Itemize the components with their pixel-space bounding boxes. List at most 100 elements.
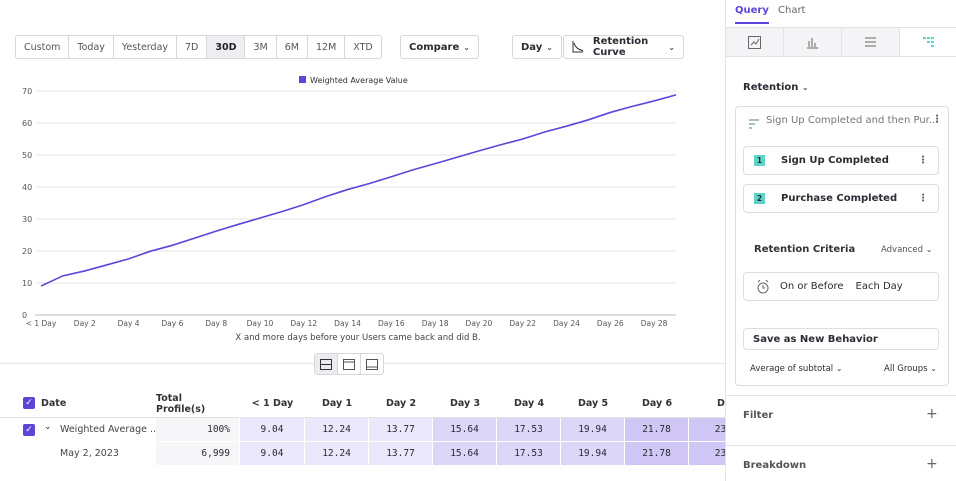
groups-select[interactable]: All Groups ⌄ xyxy=(884,364,937,374)
range-button[interactable]: Custom xyxy=(24,41,61,53)
panel-divider xyxy=(726,445,956,446)
groups-label: All Groups xyxy=(884,364,928,374)
y-tick-label: 0 xyxy=(22,311,27,320)
criteria-card[interactable]: On or Before Each Day xyxy=(743,272,939,301)
type-flow[interactable] xyxy=(842,28,900,56)
value-cell: 9.04 xyxy=(240,442,304,465)
aggregate-select[interactable]: Average of subtotal ⌄ xyxy=(750,364,843,374)
x-tick-label: Day 12 xyxy=(290,319,317,328)
range-button[interactable]: 12M xyxy=(306,36,344,58)
results-table: ✓ Date Total Profile(s) < 1 Day Day 1 Day 2 Da… xyxy=(0,390,725,481)
y-tick-label: 20 xyxy=(22,247,32,256)
chart-kind-button[interactable]: Retention Curve ⌄ xyxy=(563,35,684,59)
value-cell: 21.78 xyxy=(625,442,688,465)
compare-button[interactable]: Compare ⌄ xyxy=(400,35,479,59)
step-card[interactable]: 1 Sign Up Completed ⋮ xyxy=(743,146,939,175)
row-label: Weighted Average ... xyxy=(60,424,160,435)
range-button[interactable]: 30D xyxy=(206,36,245,58)
value-cell: 15.64 xyxy=(433,418,496,441)
panel-divider xyxy=(726,395,956,396)
view-chart[interactable] xyxy=(337,354,360,374)
step-card[interactable]: 2 Purchase Completed ⋮ xyxy=(743,184,939,213)
step-label: Sign Up Completed xyxy=(781,155,889,166)
section-title[interactable]: Retention ⌄ xyxy=(743,82,809,93)
column-header: Date xyxy=(41,398,67,409)
add-filter[interactable]: + xyxy=(926,406,938,422)
range-button[interactable]: 6M xyxy=(275,36,307,58)
value-cell: 13.77 xyxy=(369,442,432,465)
column-header: Day 4 xyxy=(513,398,545,409)
value-cell: 15.64 xyxy=(433,442,496,465)
section-label: Retention xyxy=(743,82,799,93)
type-line[interactable] xyxy=(726,28,784,56)
legend-label: Weighted Average Value xyxy=(310,76,408,85)
add-breakdown[interactable]: + xyxy=(926,456,938,472)
checkbox: ✓ xyxy=(23,397,35,409)
aggregate-label: Average of subtotal xyxy=(750,364,834,374)
range-button[interactable]: XTD xyxy=(344,36,380,58)
x-axis-label: X and more days before your Users came b… xyxy=(235,333,480,343)
value-cell: 19.94 xyxy=(561,418,624,441)
interval-label: Day xyxy=(521,41,543,53)
tab-query[interactable]: Query xyxy=(735,5,769,24)
column-header: < 1 Day xyxy=(251,398,294,409)
value-cell: 100% xyxy=(156,418,239,441)
value-cell: 23 xyxy=(689,418,725,441)
view-split[interactable] xyxy=(315,354,337,374)
advanced-label: Advanced xyxy=(881,245,923,255)
column-header: Day 6 xyxy=(641,398,673,409)
column-header: Day 2 xyxy=(385,398,417,409)
range-button[interactable]: Today xyxy=(68,36,112,58)
side-panel: Query Chart Retention ⌄ Sign Up Complete… xyxy=(725,0,956,481)
range-button[interactable]: 3M xyxy=(244,36,275,58)
legend-swatch xyxy=(299,76,306,83)
type-bar[interactable] xyxy=(784,28,842,56)
row-label: May 2, 2023 xyxy=(60,448,119,459)
advanced-toggle[interactable]: Advanced ⌄ xyxy=(881,245,933,255)
value-cell: 12.24 xyxy=(305,418,368,441)
value-cell: 13.77 xyxy=(369,418,432,441)
x-tick-label: Day 20 xyxy=(466,319,493,328)
type-retention[interactable] xyxy=(900,28,956,56)
x-tick-label: Day 4 xyxy=(118,319,140,328)
y-tick-label: 30 xyxy=(22,215,32,224)
x-tick-label: Day 2 xyxy=(74,319,96,328)
criteria-title: Retention Criteria xyxy=(754,244,856,255)
y-tick-label: 60 xyxy=(22,119,32,128)
compare-label: Compare xyxy=(409,41,460,53)
range-button[interactable]: 7D xyxy=(176,36,206,58)
column-header: Total Profile(s) xyxy=(156,392,206,415)
x-tick-label: Day 8 xyxy=(205,319,227,328)
chart: 0 10 20 30 40 50 60 70 < 1 Day Day 2 Day 4 Day 6 Day… xyxy=(22,76,677,343)
value-cell: 17.53 xyxy=(497,442,560,465)
column-header: Day 3 xyxy=(449,398,481,409)
x-tick-label: Day 22 xyxy=(509,319,536,328)
view-toggle[interactable] xyxy=(314,353,384,375)
checkbox: ✓ xyxy=(23,424,35,436)
summary-menu[interactable]: ⋮ xyxy=(932,114,942,125)
view-table[interactable] xyxy=(360,354,383,374)
value-cell: 9.04 xyxy=(240,418,304,441)
column-header: Day 5 xyxy=(577,398,609,409)
value-cell: 23 xyxy=(689,442,725,465)
query-box xyxy=(735,106,949,386)
step-number: 1 xyxy=(754,155,765,166)
x-tick-label: Day 26 xyxy=(597,319,624,328)
criteria-period: Each Day xyxy=(855,281,903,292)
summary-icon xyxy=(749,114,760,133)
value-cell: 17.53 xyxy=(497,418,560,441)
interval-button[interactable]: Day ⌄ xyxy=(512,35,562,59)
range-button[interactable]: Yesterday xyxy=(112,36,176,58)
save-button[interactable]: Save as New Behavior xyxy=(743,328,939,350)
value-cell: 6,999 xyxy=(156,442,239,465)
column-header: D xyxy=(717,398,725,409)
criteria-when: On or Before xyxy=(780,281,844,292)
tab-chart[interactable]: Chart xyxy=(778,5,806,16)
header-rule xyxy=(0,417,725,418)
x-tick-label: Day 18 xyxy=(422,319,449,328)
chart-kind-label: Retention Curve xyxy=(592,36,649,58)
x-tick-label: Day 14 xyxy=(334,319,361,328)
date-range-group: Custom Today Yesterday 7D 30D 3M 6M 12M XTD xyxy=(15,35,382,59)
y-tick-label: 50 xyxy=(22,151,32,160)
